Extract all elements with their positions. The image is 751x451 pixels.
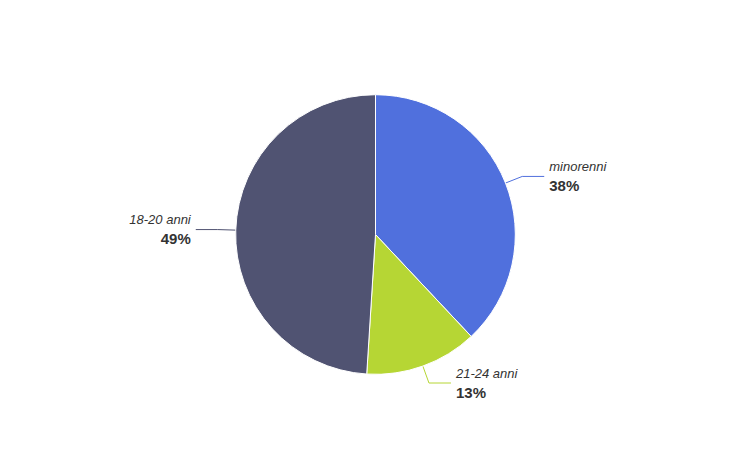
svg-text:38%: 38% — [549, 177, 579, 194]
svg-text:13%: 13% — [456, 384, 486, 401]
svg-text:49%: 49% — [161, 230, 191, 247]
svg-text:21-24 anni: 21-24 anni — [455, 366, 519, 381]
svg-text:18-20 anni: 18-20 anni — [129, 212, 192, 227]
svg-text:minorenni: minorenni — [549, 159, 607, 174]
